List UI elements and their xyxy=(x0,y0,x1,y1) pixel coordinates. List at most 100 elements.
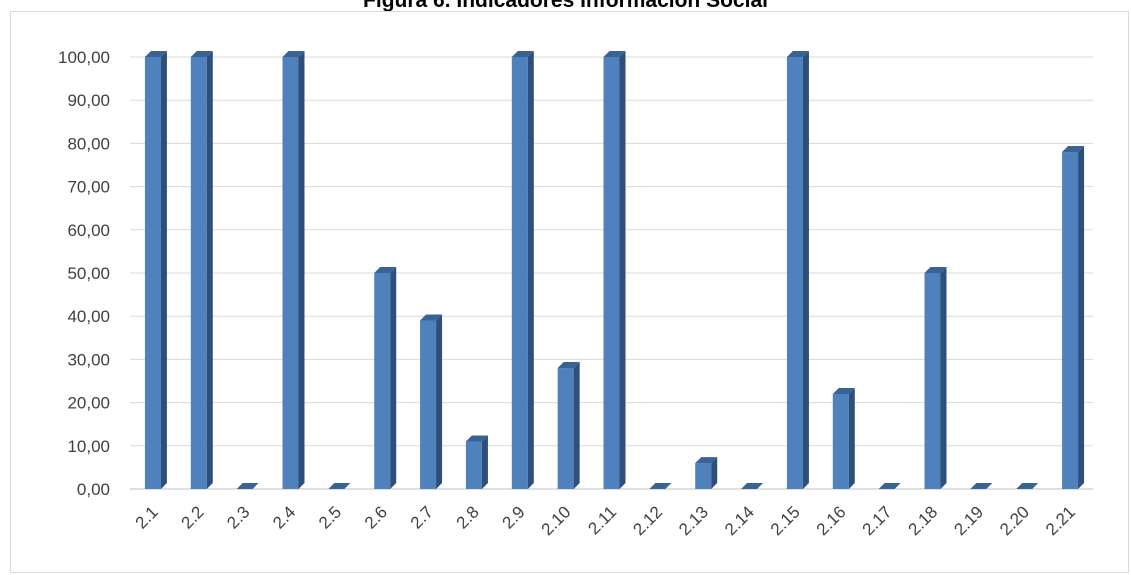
bar-front xyxy=(924,273,941,489)
bar-top xyxy=(741,483,764,489)
bar-front xyxy=(190,57,207,489)
bar-top xyxy=(328,483,351,489)
bar-2-18 xyxy=(924,267,947,489)
x-tick-label: 2.14 xyxy=(721,502,758,539)
x-tick-label: 2.7 xyxy=(407,502,437,532)
chart-title: Figura 6. Indicadores Información Social xyxy=(363,0,768,12)
bar-top xyxy=(557,362,580,369)
bar-front xyxy=(511,57,528,489)
bar-2-6 xyxy=(374,267,397,489)
bar-side xyxy=(481,435,488,489)
bar-front xyxy=(1062,152,1079,490)
x-tick-label: 2.13 xyxy=(675,502,712,539)
bar-2-15 xyxy=(786,51,809,489)
bar-2-19 xyxy=(970,483,993,489)
x-tick-label: 2.19 xyxy=(950,502,987,539)
x-tick-label: 2.6 xyxy=(361,502,391,532)
bar-side xyxy=(619,51,626,489)
bar-2-11 xyxy=(603,51,626,489)
bar-2-21 xyxy=(1062,146,1085,490)
bar-front xyxy=(603,57,620,489)
bar-2-4 xyxy=(282,51,305,489)
bar-side xyxy=(848,387,855,489)
x-tick-label: 2.9 xyxy=(498,502,528,532)
x-tick-label: 2.17 xyxy=(859,502,896,539)
bar-2-8 xyxy=(465,435,488,489)
bar-top xyxy=(374,267,397,273)
y-tick-label: 80,00 xyxy=(67,134,110,153)
y-tick-label: 50,00 xyxy=(67,264,110,283)
bar-front xyxy=(282,57,299,489)
bar-top xyxy=(695,457,718,464)
x-tick-label: 2.8 xyxy=(453,502,483,532)
x-tick-label: 2.2 xyxy=(177,502,207,532)
bar-2-9 xyxy=(511,51,534,489)
bar-side xyxy=(802,51,809,489)
bar-front xyxy=(786,57,803,489)
bar-2-20 xyxy=(1016,483,1039,489)
y-tick-label: 20,00 xyxy=(67,394,110,413)
y-tick-label: 30,00 xyxy=(67,350,110,369)
bar-2-2 xyxy=(190,51,213,489)
bar-side xyxy=(527,51,534,489)
bar-2-3 xyxy=(236,483,259,489)
y-tick-label: 40,00 xyxy=(67,307,110,326)
bar-front xyxy=(832,393,849,489)
bar-2-13 xyxy=(695,457,718,489)
x-tick-label: 2.20 xyxy=(996,502,1033,539)
bar-front xyxy=(144,57,161,489)
x-tick-label: 2.3 xyxy=(223,502,253,532)
bar-top xyxy=(832,387,855,394)
x-tick-label: 2.1 xyxy=(132,502,162,532)
x-tick-label: 2.18 xyxy=(904,502,941,539)
bar-top xyxy=(786,51,809,57)
bar-side xyxy=(206,51,213,489)
bar-side xyxy=(160,51,167,489)
y-tick-label: 10,00 xyxy=(67,437,110,456)
bar-front xyxy=(374,273,391,489)
bar-top xyxy=(649,483,672,489)
bar-top xyxy=(603,51,626,57)
y-tick-label: 0,00 xyxy=(77,480,110,499)
bar-side xyxy=(390,267,397,489)
x-tick-label: 2.4 xyxy=(269,502,299,532)
bar-side xyxy=(573,362,580,489)
bar-top xyxy=(511,51,534,57)
bar-2-1 xyxy=(144,51,167,489)
x-tick-label: 2.15 xyxy=(767,502,804,539)
bar-front xyxy=(420,320,437,489)
bar-front xyxy=(465,441,482,489)
x-tick-label: 2.21 xyxy=(1042,502,1079,539)
bar-top xyxy=(236,483,259,489)
bar-top xyxy=(1062,146,1085,153)
bar-front xyxy=(695,463,712,489)
bar-top xyxy=(878,483,901,489)
bar-top xyxy=(282,51,305,57)
bar-top xyxy=(1016,483,1039,489)
bar-2-12 xyxy=(649,483,672,489)
x-tick-label: 2.12 xyxy=(629,502,666,539)
bar-2-17 xyxy=(878,483,901,489)
bar-side xyxy=(1078,146,1085,490)
bar-2-5 xyxy=(328,483,351,489)
x-tick-label: 2.16 xyxy=(813,502,850,539)
bar-top xyxy=(465,435,488,442)
bar-2-14 xyxy=(741,483,764,489)
bar-side xyxy=(298,51,305,489)
bar-top xyxy=(420,314,443,321)
x-tick-label: 2.10 xyxy=(538,502,575,539)
x-tick-label: 2.5 xyxy=(315,502,345,532)
bar-top xyxy=(970,483,993,489)
bar-2-16 xyxy=(832,387,855,489)
bar-front xyxy=(557,368,574,489)
y-tick-label: 100,00 xyxy=(58,48,110,67)
y-tick-label: 60,00 xyxy=(67,221,110,240)
bar-side xyxy=(436,314,443,489)
bar-2-10 xyxy=(557,362,580,489)
bar-top xyxy=(144,51,167,57)
bar-2-7 xyxy=(420,314,443,489)
x-tick-label: 2.11 xyxy=(584,502,620,538)
bar-top xyxy=(924,267,947,273)
bar-side xyxy=(711,457,718,489)
